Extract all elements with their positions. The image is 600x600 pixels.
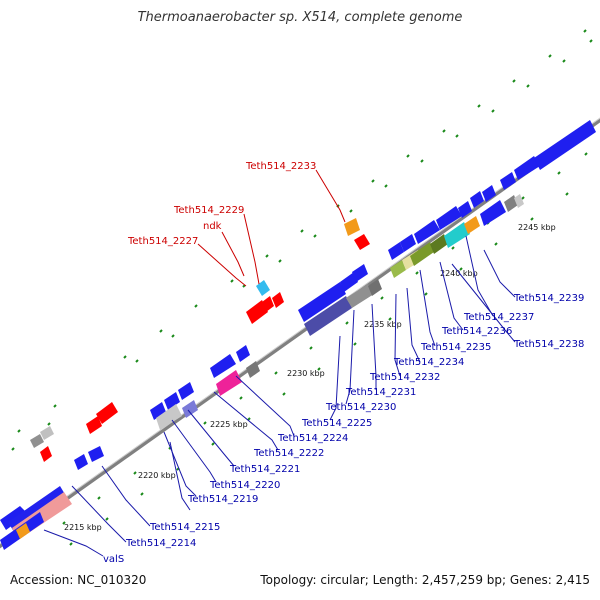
gene-block[interactable] [210, 354, 236, 378]
genome-summary-text: Topology: circular; Length: 2,457,259 bp… [260, 573, 590, 587]
gene-block[interactable] [390, 260, 406, 278]
page-title: Thermoanaerobacter sp. X514, complete ge… [137, 10, 463, 25]
gene-block[interactable] [304, 296, 352, 336]
gene-block[interactable] [534, 120, 596, 170]
gene-block[interactable] [96, 402, 118, 424]
gene-block[interactable] [500, 172, 516, 190]
gene-label-teth514-2230[interactable]: Teth514_2230 [325, 402, 396, 413]
gene-block[interactable] [216, 370, 242, 396]
gene-label-ndk[interactable]: ndk [203, 221, 222, 232]
gene-label-teth514-2224[interactable]: Teth514_2224 [277, 433, 348, 444]
gene-block[interactable] [40, 446, 52, 462]
gene-block[interactable] [272, 292, 284, 308]
gene-block[interactable] [414, 220, 440, 244]
gene-block[interactable] [16, 523, 30, 539]
gene-block[interactable] [340, 272, 358, 292]
gene-block[interactable] [262, 296, 274, 312]
gene-block[interactable] [480, 200, 506, 226]
gene-label-teth514-2236[interactable]: Teth514_2236 [441, 326, 512, 337]
gene-block[interactable] [436, 206, 462, 230]
gene-label-teth514-2238[interactable]: Teth514_2238 [513, 339, 584, 350]
tick-dots-middle [11, 39, 593, 451]
scale-labels: 2215 kbp 2220 kbp 2225 kbp 2230 kbp 2235… [64, 223, 556, 532]
scale-label: 2235 kbp [364, 320, 402, 329]
gene-label-teth514-2233[interactable]: Teth514_2233 [245, 161, 316, 172]
gene-block[interactable] [164, 392, 180, 410]
scale-label: 2215 kbp [64, 523, 102, 532]
gene-block[interactable] [86, 416, 102, 434]
gene-label-teth514-2221[interactable]: Teth514_2221 [229, 464, 300, 475]
gene-block[interactable] [464, 216, 480, 234]
tick-dots-bottom [69, 192, 569, 546]
gene-label-teth514-2227[interactable]: Teth514_2227 [127, 236, 198, 247]
gene-label-teth514-2219[interactable]: Teth514_2219 [187, 494, 258, 505]
gene-block[interactable] [30, 434, 44, 448]
gene-label-teth514-2235[interactable]: Teth514_2235 [420, 342, 491, 353]
gene-block[interactable] [410, 242, 434, 266]
gene-block[interactable] [470, 191, 484, 208]
gene-block[interactable] [246, 361, 260, 378]
red-genes [30, 218, 370, 462]
blue-gene-labels: Teth514_2239 Teth514_2237 Teth514_2238 T… [103, 293, 584, 565]
tick-dots-upper [17, 29, 587, 433]
gene-block[interactable] [236, 345, 250, 362]
gene-label-teth514-2229[interactable]: Teth514_2229 [173, 205, 244, 216]
gene-label-teth514-2232[interactable]: Teth514_2232 [369, 372, 440, 383]
gene-block[interactable] [74, 454, 88, 470]
gene-block[interactable] [8, 486, 66, 532]
forward-strand-genes [0, 120, 596, 540]
gene-block[interactable] [388, 242, 404, 260]
gene-block[interactable] [514, 194, 524, 208]
scale-label: 2225 kbp [210, 420, 248, 429]
red-gene-labels: Teth514_2233 Teth514_2229 ndk Teth514_22… [127, 161, 316, 247]
gene-label-teth514-2220[interactable]: Teth514_2220 [209, 480, 280, 491]
gene-block[interactable] [40, 426, 54, 440]
gene-block[interactable] [156, 404, 182, 430]
gene-block[interactable] [444, 222, 470, 248]
gene-block[interactable] [482, 185, 496, 202]
gene-block[interactable] [298, 282, 346, 322]
scale-label: 2240 kbp [440, 269, 478, 278]
gene-block[interactable] [430, 234, 448, 254]
gene-label-teth514-2214[interactable]: Teth514_2214 [125, 538, 196, 549]
gene-block[interactable] [400, 234, 416, 252]
gene-block[interactable] [88, 446, 104, 462]
gene-block[interactable] [352, 264, 368, 282]
gene-label-vals[interactable]: valS [103, 554, 124, 565]
gene-label-teth514-2239[interactable]: Teth514_2239 [513, 293, 584, 304]
gene-block[interactable] [150, 402, 166, 420]
scale-label: 2245 kbp [518, 223, 556, 232]
gene-label-teth514-2215[interactable]: Teth514_2215 [149, 522, 220, 533]
scale-label: 2230 kbp [287, 369, 325, 378]
gene-block[interactable] [354, 234, 370, 250]
gene-block[interactable] [346, 284, 374, 308]
accession-text: Accession: NC_010320 [10, 573, 147, 587]
gene-block[interactable] [368, 279, 382, 296]
gene-block[interactable] [514, 156, 540, 180]
gene-label-teth514-2222[interactable]: Teth514_2222 [253, 448, 324, 459]
blue-leader-lines [43, 235, 516, 557]
gene-label-teth514-2225[interactable]: Teth514_2225 [301, 418, 372, 429]
reverse-strand-genes [0, 194, 524, 550]
gene-label-teth514-2234[interactable]: Teth514_2234 [393, 357, 464, 368]
gene-block[interactable] [256, 280, 270, 296]
gene-block[interactable] [178, 382, 194, 400]
gene-block[interactable] [458, 201, 472, 218]
red-leader-lines [197, 169, 346, 287]
gene-label-teth514-2231[interactable]: Teth514_2231 [345, 387, 416, 398]
gene-label-teth514-2237[interactable]: Teth514_2237 [463, 312, 534, 323]
gene-block[interactable] [182, 400, 198, 418]
gene-block[interactable] [344, 218, 360, 236]
gene-block[interactable] [246, 300, 268, 324]
scale-label: 2220 kbp [138, 471, 176, 480]
